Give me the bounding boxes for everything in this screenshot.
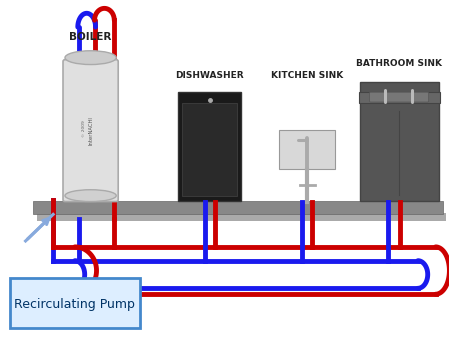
FancyBboxPatch shape	[278, 130, 334, 169]
Text: Recirculating Pump: Recirculating Pump	[14, 298, 135, 311]
Text: KITCHEN SINK: KITCHEN SINK	[271, 71, 343, 80]
Text: BOILER: BOILER	[69, 32, 111, 42]
FancyBboxPatch shape	[358, 92, 438, 103]
FancyBboxPatch shape	[359, 82, 437, 200]
FancyBboxPatch shape	[178, 92, 241, 200]
FancyBboxPatch shape	[37, 213, 446, 221]
Text: BATHROOM SINK: BATHROOM SINK	[355, 59, 441, 68]
FancyBboxPatch shape	[33, 200, 442, 214]
FancyBboxPatch shape	[369, 92, 428, 102]
Ellipse shape	[65, 51, 116, 65]
FancyBboxPatch shape	[182, 103, 237, 196]
FancyBboxPatch shape	[63, 60, 118, 201]
Ellipse shape	[65, 190, 116, 201]
Text: © 2009: © 2009	[82, 120, 86, 137]
Text: DISHWASHER: DISHWASHER	[175, 71, 244, 80]
FancyBboxPatch shape	[10, 278, 139, 328]
Text: InterNACHI: InterNACHI	[88, 116, 93, 145]
